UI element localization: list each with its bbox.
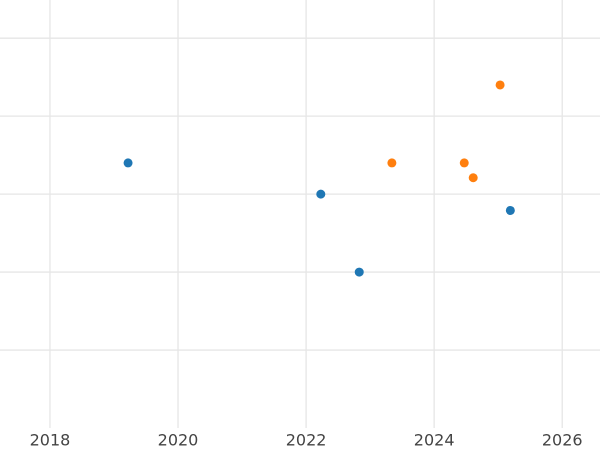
x-tick-label: 2018 [30, 431, 71, 450]
point [468, 173, 478, 183]
x-tick-label: 2024 [414, 431, 455, 450]
point [316, 189, 326, 199]
point [495, 80, 505, 90]
x-tick-label: 2026 [542, 431, 583, 450]
point [123, 158, 133, 168]
point [354, 267, 364, 277]
x-tick-label: 2022 [286, 431, 327, 450]
point [459, 158, 469, 168]
x-tick-label: 2020 [158, 431, 199, 450]
point [505, 205, 515, 215]
point [387, 158, 397, 168]
